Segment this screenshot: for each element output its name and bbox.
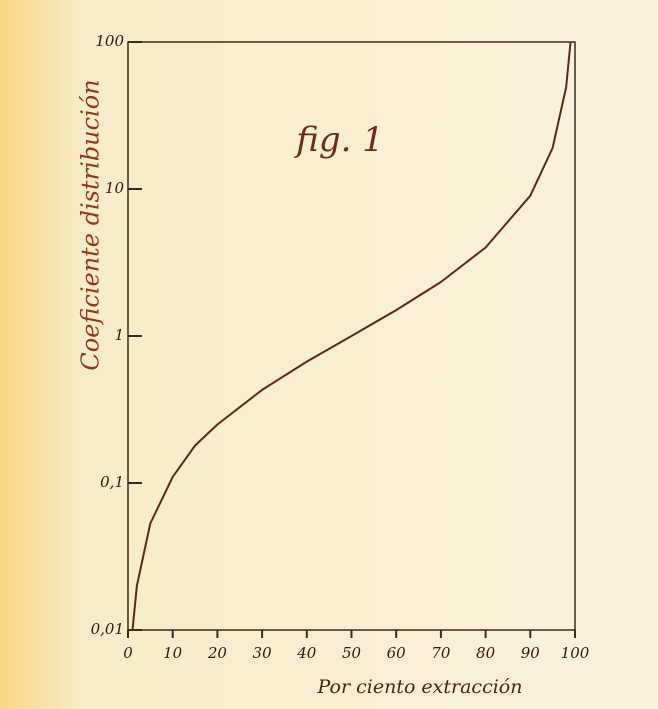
y-tick-label: 10 xyxy=(105,179,125,197)
x-axis-label: Por ciento extracción xyxy=(317,676,523,698)
y-tick-label: 1 xyxy=(114,326,124,344)
x-tick-label: 70 xyxy=(431,644,451,662)
data-line xyxy=(131,42,572,631)
chart-title: fig. 1 xyxy=(293,120,384,160)
x-tick-label: 100 xyxy=(561,644,590,662)
y-tick-label: 0,1 xyxy=(100,473,124,491)
x-tick-label: 40 xyxy=(296,644,317,662)
x-tick-label: 20 xyxy=(207,644,228,662)
x-tick-label: 90 xyxy=(521,644,541,662)
x-tick-label: 0 xyxy=(123,644,133,662)
x-tick-label: 30 xyxy=(253,644,273,662)
y-tick-label: 100 xyxy=(95,32,124,50)
y-axis-label: Coeficiente distribución xyxy=(77,79,105,370)
x-tick-label: 10 xyxy=(163,644,183,662)
y-tick-label: 0,01 xyxy=(91,620,124,638)
x-tick-label: 60 xyxy=(387,644,407,662)
x-tick-label: 50 xyxy=(342,644,362,662)
x-tick-label: 80 xyxy=(476,644,496,662)
